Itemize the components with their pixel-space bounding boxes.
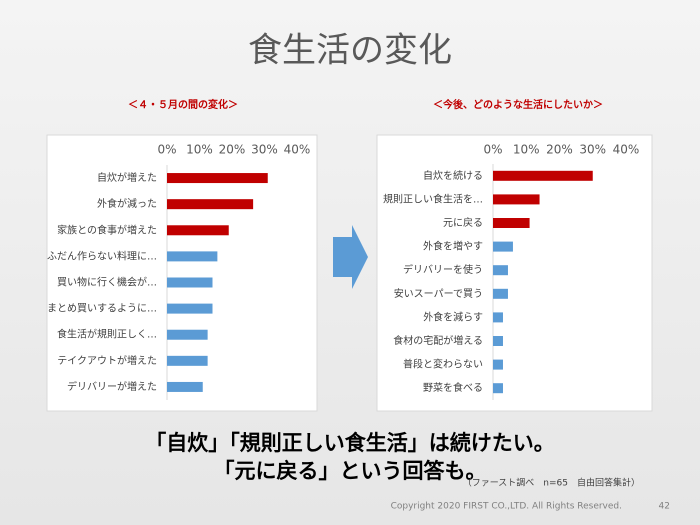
bar [493,218,530,228]
page-number: 42 [659,502,670,512]
category-label: 野菜を食べる [423,381,483,394]
category-label: 食材の宅配が増える [393,334,483,347]
bar [167,355,208,366]
x-tick-label: 40% [284,143,311,157]
bar [493,336,503,346]
bar [493,383,503,394]
arrow [333,225,368,289]
conclusion: 「自炊」「規則正しい食生活」は続けたい。 [145,431,555,455]
category-label: デリバリーが増えた [67,380,157,393]
bar [167,303,213,314]
category-label: 普段と変わらない [403,358,483,371]
bar [493,170,593,181]
bar [493,288,508,299]
x-tick-label: 0% [483,143,502,157]
chart-title: ＜今後、どのような生活にしたいか＞ [433,98,603,111]
bar [493,359,503,370]
category-label: ふだん作らない料理に… [47,249,157,262]
bar [167,381,203,392]
category-label: 自炊を続ける [423,169,483,182]
bar [167,329,208,340]
category-label: 食生活が規則正しく… [57,328,157,341]
x-tick-label: 0% [157,143,176,157]
x-tick-label: 40% [613,143,640,157]
category-label: 外食を減らす [423,310,483,323]
bar [493,241,513,252]
category-label: 元に戻る [443,216,483,229]
category-label: デリバリーを使う [403,263,483,276]
bar [167,251,218,262]
bar [167,199,254,210]
category-label: 規則正しい食生活を… [383,192,483,205]
bar [167,173,268,184]
category-label: まとめ買いするように… [47,303,157,315]
category-label: 家族との食事が増えた [57,223,157,236]
copyright: Copyright 2020 FIRST CO.,LTD. All Rights… [391,502,622,512]
bar [493,265,508,276]
category-label: 買い物に行く機会が… [57,276,157,289]
category-label: 外食が減った [97,197,157,210]
chart-frame [376,134,653,412]
x-tick-label: 20% [219,143,246,157]
x-tick-label: 30% [579,143,606,157]
chart-title: ＜４・５月の間の変化＞ [128,98,238,111]
category-label: テイクアウトが増えた [57,354,157,367]
x-tick-label: 10% [186,143,213,157]
bar [493,312,503,323]
x-tick-label: 20% [546,143,573,157]
note: （ファースト調べ n=65 自由回答集計） [463,477,640,489]
bar [167,277,213,288]
bar [493,194,540,205]
x-tick-label: 10% [513,143,540,157]
category-label: 安いスーパーで買う [394,287,483,300]
category-label: 自炊が増えた [97,171,157,184]
conclusion: 「元に戻る」という回答も。 [214,459,487,483]
x-tick-label: 30% [251,143,278,157]
category-label: 外食を増やす [423,240,483,253]
slide-title: 食生活の変化 [248,31,452,71]
bar [167,225,229,236]
